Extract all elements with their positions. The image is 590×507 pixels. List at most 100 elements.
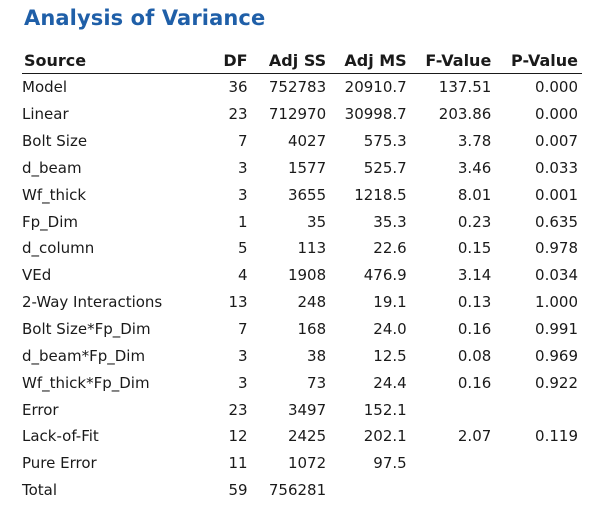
adj-ms-cell: 575.3	[363, 132, 407, 151]
table-row: Total 59 756281	[22, 477, 582, 504]
p-value-cell: 0.000	[535, 78, 578, 97]
adj-ms-cell: 97.5	[373, 454, 407, 473]
f-value-cell: 0.16	[457, 320, 492, 339]
adj-ss-cell: 113	[297, 239, 327, 258]
column-header-f-value: F-Value	[406, 44, 492, 74]
table-row: Wf_thick 3 3655 1218.5 8.01 0.001	[22, 181, 582, 208]
f-value-cell: 0.15	[457, 239, 492, 258]
source-cell: Linear	[22, 105, 69, 124]
f-value-cell	[407, 450, 492, 477]
p-value-cell: 0.635	[535, 212, 578, 231]
source-cell: Wf_thick*Fp_Dim	[22, 373, 150, 392]
p-value-cell: 0.034	[535, 266, 578, 285]
column-header-source: Source	[22, 44, 212, 74]
source-cell: d_beam	[22, 158, 82, 177]
p-value-cell: 0.978	[535, 239, 578, 258]
source-cell: Pure Error	[22, 454, 97, 473]
f-value-cell: 8.01	[457, 185, 492, 204]
df-cell: 3	[238, 158, 248, 177]
table-body: Model 36 752783 20910.7 137.51 0.000 Lin…	[22, 74, 582, 504]
adj-ms-cell: 525.7	[363, 158, 407, 177]
adj-ms-cell: 22.6	[373, 239, 407, 258]
f-value-cell: 0.08	[457, 346, 492, 365]
page-title: Analysis of Variance	[24, 6, 266, 30]
table-row: d_beam 3 1577 525.7 3.46 0.033	[22, 155, 582, 182]
f-value-cell: 3.14	[457, 266, 492, 285]
df-cell: 36	[228, 78, 248, 97]
table-row: Bolt Size*Fp_Dim 7 168 24.0 0.16 0.991	[22, 316, 582, 343]
adj-ss-cell: 3497	[287, 400, 327, 419]
table-row: Lack-of-Fit 12 2425 202.1 2.07 0.119	[22, 423, 582, 450]
p-value-cell: 0.922	[535, 373, 578, 392]
column-header-adj-ms: Adj MS	[326, 44, 407, 74]
f-value-cell: 203.86	[438, 105, 492, 124]
table-row: VEd 4 1908 476.9 3.14 0.034	[22, 262, 582, 289]
adj-ss-cell: 4027	[287, 132, 327, 151]
adj-ss-cell: 1908	[287, 266, 327, 285]
table-row: d_column 5 113 22.6 0.15 0.978	[22, 235, 582, 262]
adj-ms-cell: 19.1	[373, 293, 407, 312]
p-value-cell	[491, 450, 582, 477]
f-value-cell: 0.23	[457, 212, 492, 231]
table-row: Fp_Dim 1 35 35.3 0.23 0.635	[22, 208, 582, 235]
df-cell: 7	[238, 132, 248, 151]
table-row: Pure Error 11 1072 97.5	[22, 450, 582, 477]
adj-ms-cell: 202.1	[363, 427, 407, 446]
df-cell: 11	[228, 454, 248, 473]
source-cell: 2-Way Interactions	[22, 293, 163, 312]
adj-ss-cell: 712970	[268, 105, 327, 124]
table-row: Bolt Size 7 4027 575.3 3.78 0.007	[22, 128, 582, 155]
source-cell: Model	[22, 78, 68, 97]
adj-ss-cell: 756281	[268, 481, 327, 500]
p-value-cell	[491, 396, 582, 423]
f-value-cell: 137.51	[438, 78, 492, 97]
source-cell: Lack-of-Fit	[22, 427, 99, 446]
adj-ms-cell: 30998.7	[344, 105, 407, 124]
df-cell: 23	[228, 105, 248, 124]
df-cell: 4	[238, 266, 248, 285]
p-value-cell: 0.000	[535, 105, 578, 124]
df-cell: 59	[228, 481, 248, 500]
adj-ms-cell: 24.4	[373, 373, 407, 392]
source-cell: Wf_thick	[22, 185, 87, 204]
table-row: Model 36 752783 20910.7 137.51 0.000	[22, 74, 582, 101]
source-cell: d_column	[22, 239, 95, 258]
p-value-cell: 0.033	[535, 158, 578, 177]
table-row: Linear 23 712970 30998.7 203.86 0.000	[22, 101, 582, 128]
adj-ss-cell: 168	[297, 320, 327, 339]
table-row: d_beam*Fp_Dim 3 38 12.5 0.08 0.969	[22, 342, 582, 369]
adj-ms-cell: 1218.5	[354, 185, 407, 204]
df-cell: 7	[238, 320, 248, 339]
df-cell: 12	[228, 427, 248, 446]
f-value-cell: 0.16	[457, 373, 492, 392]
df-cell: 13	[228, 293, 248, 312]
f-value-cell: 0.13	[457, 293, 492, 312]
adj-ss-cell: 2425	[287, 427, 327, 446]
source-cell: VEd	[22, 266, 52, 285]
df-cell: 3	[238, 185, 248, 204]
adj-ms-cell: 24.0	[373, 320, 407, 339]
p-value-cell: 0.969	[535, 346, 578, 365]
f-value-cell: 2.07	[457, 427, 492, 446]
table-row: Error 23 3497 152.1	[22, 396, 582, 423]
table-header-row: Source DF Adj SS Adj MS F-Value P-Value	[22, 44, 582, 74]
f-value-cell	[407, 396, 492, 423]
column-header-adj-ss: Adj SS	[247, 44, 327, 74]
adj-ss-cell: 1577	[287, 158, 327, 177]
adj-ms-cell: 476.9	[363, 266, 407, 285]
adj-ss-cell: 752783	[268, 78, 327, 97]
source-cell: d_beam*Fp_Dim	[22, 346, 146, 365]
adj-ss-cell: 73	[307, 373, 327, 392]
source-cell: Bolt Size	[22, 132, 88, 151]
source-cell: Error	[22, 400, 59, 419]
p-value-cell: 0.991	[535, 320, 578, 339]
adj-ss-cell: 1072	[287, 454, 327, 473]
source-cell: Bolt Size*Fp_Dim	[22, 320, 151, 339]
f-value-cell: 3.78	[457, 132, 492, 151]
df-cell: 1	[238, 212, 248, 231]
adj-ms-cell: 12.5	[373, 346, 407, 365]
adj-ms-cell: 20910.7	[344, 78, 407, 97]
p-value-cell: 0.001	[535, 185, 578, 204]
adj-ss-cell: 248	[297, 293, 327, 312]
p-value-cell: 1.000	[535, 293, 578, 312]
